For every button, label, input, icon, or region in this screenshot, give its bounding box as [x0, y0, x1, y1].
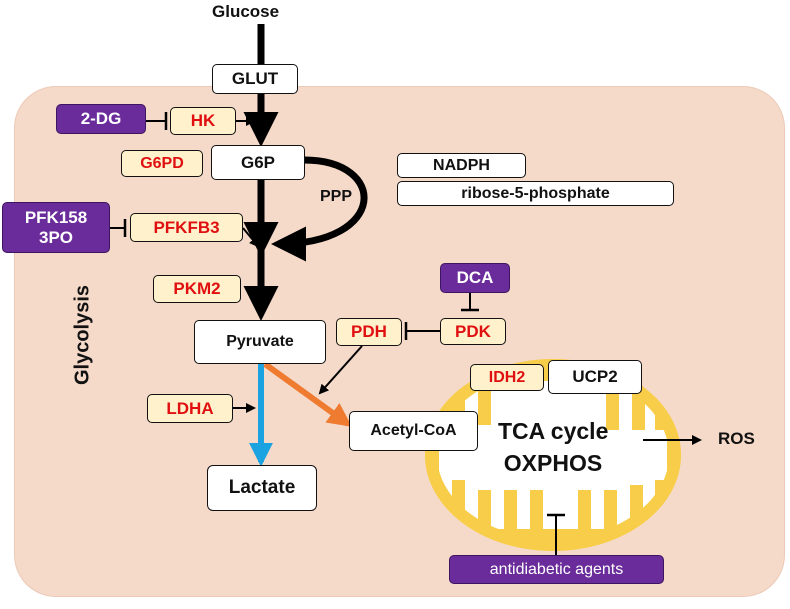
- glucose-label: Glucose: [212, 2, 280, 21]
- g6p-box: G6P: [211, 145, 305, 180]
- acetyl-coa-box: Acetyl-CoA: [349, 411, 478, 451]
- glut-box: GLUT: [212, 64, 298, 94]
- lactate-box: Lactate: [207, 465, 317, 511]
- pdk-enzyme: PDK: [440, 318, 506, 345]
- nadph-box: NADPH: [397, 153, 526, 178]
- pkm2-enzyme: PKM2: [153, 275, 241, 303]
- hk-enzyme: HK: [170, 107, 236, 135]
- glycolysis-label: Glycolysis: [71, 284, 94, 386]
- idh2-enzyme: IDH2: [470, 364, 544, 391]
- ldha-enzyme: LDHA: [147, 394, 233, 423]
- 3po-label: 3PO: [38, 227, 74, 247]
- pfk158-3po-drug: PFK158 3PO: [2, 202, 110, 253]
- pfk158-label: PFK158: [24, 207, 88, 227]
- oxphos-label: OXPHOS: [503, 450, 603, 476]
- ribose-5-phosphate-box: ribose-5-phosphate: [397, 181, 674, 206]
- ros-label: ROS: [718, 429, 755, 448]
- tca-cycle-label: TCA cycle: [498, 418, 609, 444]
- antidiabetic-agents-drug: antidiabetic agents: [449, 555, 664, 584]
- dca-drug: DCA: [440, 263, 510, 293]
- g6pd-enzyme: G6PD: [121, 150, 203, 177]
- pdh-enzyme: PDH: [336, 318, 402, 346]
- two-dg-drug: 2-DG: [56, 104, 146, 134]
- pfkfb3-enzyme: PFKFB3: [130, 213, 243, 242]
- pyruvate-box: Pyruvate: [194, 320, 326, 364]
- ppp-label: PPP: [320, 188, 353, 205]
- ucp2-box: UCP2: [548, 360, 642, 394]
